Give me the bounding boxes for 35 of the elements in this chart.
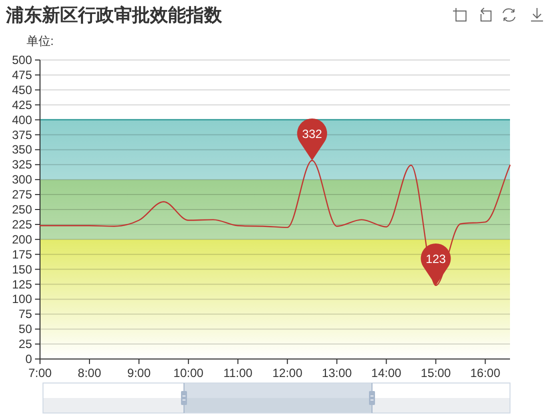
xtick-label: 12:00 (272, 366, 302, 380)
ytick-label: 125 (12, 277, 32, 292)
ylabel: 单位: (26, 34, 54, 48)
ytick-label: 150 (12, 262, 32, 276)
ytick-label: 0 (25, 352, 32, 366)
xtick-label: 7:00 (28, 366, 52, 380)
ytick-label: 250 (12, 202, 32, 216)
ytick-label: 375 (12, 128, 32, 142)
ytick-label: 75 (18, 307, 32, 322)
xtick-label: 8:00 (78, 366, 102, 380)
ytick-label: 350 (12, 142, 32, 157)
xtick-label: 16:00 (470, 366, 500, 380)
ytick-label: 500 (12, 53, 32, 67)
ytick-label: 175 (12, 247, 32, 262)
xtick-label: 15:00 (420, 366, 451, 380)
ytick-label: 100 (12, 292, 32, 306)
ytick-label: 475 (12, 68, 32, 82)
xtick-label: 14:00 (371, 366, 402, 380)
ytick-label: 225 (12, 217, 32, 232)
xtick-label: 11:00 (223, 366, 252, 380)
ytick-label: 300 (12, 172, 32, 187)
ytick-label: 425 (12, 98, 32, 112)
xtick-label: 10:00 (173, 366, 204, 380)
ytick-label: 25 (18, 337, 32, 352)
xtick-label: 13:00 (322, 366, 352, 380)
annotation: 123 (426, 252, 446, 266)
annotation: 332 (302, 126, 322, 141)
ytick-label: 325 (12, 158, 32, 172)
ytick-label: 400 (12, 112, 32, 127)
ytick-label: 50 (18, 322, 32, 336)
ytick-label: 200 (12, 232, 32, 246)
ytick-label: 450 (12, 82, 32, 97)
title: 浦东新区行政审批效能指数 (6, 5, 222, 25)
xtick-label: 9:00 (127, 366, 151, 380)
ytick-label: 275 (12, 188, 32, 202)
